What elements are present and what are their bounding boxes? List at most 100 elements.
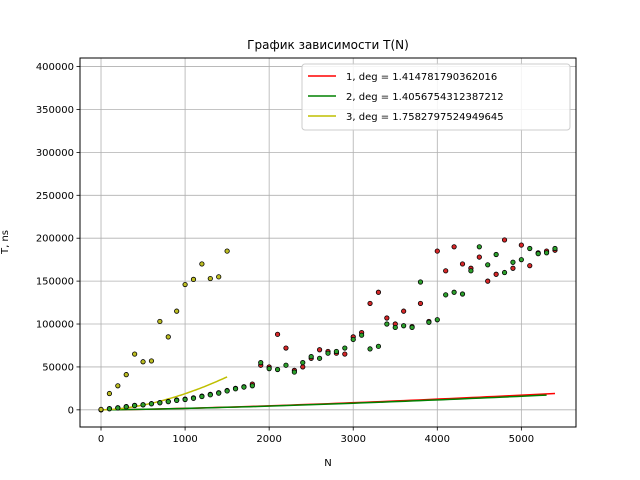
legend-label-3: 3, deg = 1.7582797524949645 xyxy=(346,112,504,123)
data-point-3 xyxy=(123,372,129,378)
data-point-2 xyxy=(451,289,457,295)
data-point-1 xyxy=(375,289,382,295)
data-point-1 xyxy=(527,263,533,269)
data-point-2 xyxy=(459,291,466,297)
data-point-3 xyxy=(106,390,113,397)
data-point-2 xyxy=(384,321,390,327)
data-point-2 xyxy=(510,259,516,265)
data-point-2 xyxy=(115,405,121,411)
data-point-1 xyxy=(384,315,390,321)
chart-title: График зависимости T(N) xyxy=(247,38,409,52)
data-point-2 xyxy=(283,362,289,368)
x-tick-label: 5000 xyxy=(509,434,534,445)
data-point-3 xyxy=(224,248,230,254)
data-point-3 xyxy=(182,281,188,288)
data-point-2 xyxy=(333,348,340,355)
data-point-3 xyxy=(98,406,104,413)
data-point-1 xyxy=(274,331,281,337)
x-tick-label: 2000 xyxy=(256,434,281,445)
data-point-2 xyxy=(493,251,499,258)
data-point-3 xyxy=(207,275,213,282)
y-axis-label: T, ns xyxy=(0,230,11,255)
data-point-2 xyxy=(249,383,255,389)
data-point-2 xyxy=(207,392,213,398)
data-point-1 xyxy=(434,248,440,254)
legend: 1, deg = 1.414781790362016 2, deg = 1.405… xyxy=(301,63,571,131)
legend-box xyxy=(301,63,571,131)
data-point-2 xyxy=(291,369,297,375)
data-point-1 xyxy=(401,308,407,314)
data-point-2 xyxy=(401,323,407,329)
data-point-2 xyxy=(165,399,171,405)
data-point-2 xyxy=(409,324,415,331)
data-point-1 xyxy=(443,268,449,274)
data-point-2 xyxy=(148,401,155,407)
data-point-1 xyxy=(459,261,466,267)
data-point-2 xyxy=(367,346,373,352)
data-point-2 xyxy=(216,390,222,396)
data-point-1 xyxy=(300,364,306,370)
data-point-2 xyxy=(468,268,474,274)
data-point-1 xyxy=(417,300,424,307)
data-point-2 xyxy=(552,245,558,252)
data-point-3 xyxy=(140,359,146,365)
y-tick-label: 400000 xyxy=(36,62,74,73)
data-point-2 xyxy=(199,393,205,400)
data-point-2 xyxy=(266,366,272,372)
data-point-2 xyxy=(308,354,314,360)
data-point-2 xyxy=(182,396,188,403)
y-tick-label: 150000 xyxy=(36,277,74,288)
x-tick-label: 3000 xyxy=(340,434,365,445)
data-point-2 xyxy=(392,324,398,331)
data-point-2 xyxy=(518,257,524,263)
y-tick-label: 0 xyxy=(68,405,74,416)
data-point-1 xyxy=(493,271,499,277)
data-point-3 xyxy=(132,351,138,357)
axis-ticks: 0 1000 2000 3000 4000 50000500001000001500002… xyxy=(36,62,534,445)
data-point-3 xyxy=(174,308,180,314)
data-point-2 xyxy=(434,317,440,323)
data-point-2 xyxy=(224,388,230,394)
x-tick-label: 1000 xyxy=(172,434,197,445)
data-point-2 xyxy=(485,262,491,268)
data-point-2 xyxy=(123,404,129,410)
data-point-3 xyxy=(165,334,171,340)
data-point-1 xyxy=(518,242,524,248)
data-point-3 xyxy=(148,358,155,364)
data-point-3 xyxy=(157,318,163,325)
data-point-2 xyxy=(132,402,138,409)
plot-frame xyxy=(79,57,577,428)
data-point-2 xyxy=(476,244,482,250)
data-point-2 xyxy=(140,402,146,408)
fit-line-2 xyxy=(101,394,547,411)
data-point-2 xyxy=(342,345,348,351)
data-point-2 xyxy=(417,279,424,285)
data-point-3 xyxy=(115,383,121,389)
data-point-2 xyxy=(527,245,533,252)
data-point-2 xyxy=(325,350,331,356)
data-point-2 xyxy=(190,395,197,401)
y-tick-label: 50000 xyxy=(42,362,74,373)
data-point-1 xyxy=(510,265,516,271)
data-point-2 xyxy=(258,360,264,366)
data-point-2 xyxy=(300,360,306,366)
y-tick-label: 100000 xyxy=(36,320,74,331)
data-point-3 xyxy=(190,276,197,282)
data-point-2 xyxy=(241,384,247,390)
data-point-2 xyxy=(106,406,113,412)
legend-label-2: 2, deg = 1.4056754312387212 xyxy=(346,92,504,103)
y-tick-label: 300000 xyxy=(36,148,74,159)
data-point-2 xyxy=(174,397,180,403)
data-point-1 xyxy=(501,237,508,243)
y-tick-label: 200000 xyxy=(36,234,74,245)
data-point-2 xyxy=(350,336,356,343)
data-point-3 xyxy=(216,274,222,280)
data-point-1 xyxy=(451,244,457,250)
data-points xyxy=(98,237,558,413)
data-point-2 xyxy=(157,400,163,406)
data-point-2 xyxy=(232,386,239,392)
data-point-1 xyxy=(476,254,482,260)
data-point-1 xyxy=(283,345,289,351)
x-tick-label: 4000 xyxy=(425,434,450,445)
